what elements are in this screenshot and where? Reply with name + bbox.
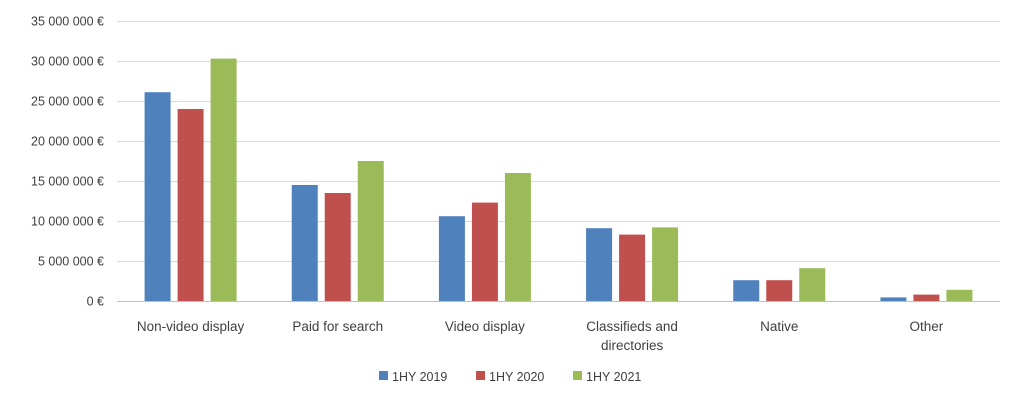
y-tick-label: 10 000 000 € [31, 215, 104, 229]
x-category-label-line: Native [760, 319, 798, 334]
x-category-label: Paid for search [292, 319, 383, 334]
x-category-label-line: Non-video display [137, 319, 245, 334]
legend-swatch [476, 371, 485, 380]
y-axis-tick-labels: 0 € 5 000 000 € 10 000 000 € 15 000 000 € 20… [31, 15, 104, 309]
y-tick-label: 30 000 000 € [31, 55, 104, 69]
bar [913, 294, 940, 301]
bar [946, 289, 973, 301]
y-tick-label: 5 000 000 € [38, 255, 104, 269]
y-tick-label: 20 000 000 € [31, 135, 104, 149]
legend-label: 1HY 2021 [586, 370, 641, 384]
x-category-label-line: Other [910, 319, 944, 334]
bars [144, 58, 973, 301]
legend-label: 1HY 2019 [392, 370, 447, 384]
bar [733, 280, 760, 301]
bar [504, 173, 531, 301]
bar [619, 234, 646, 301]
y-tick-label: 0 € [87, 295, 104, 309]
gridlines [117, 21, 1000, 262]
bar [438, 216, 465, 301]
bar [291, 185, 318, 301]
bar [880, 297, 907, 301]
x-axis-category-labels: Non-video display Paid for search Video di… [137, 319, 944, 353]
bar [652, 227, 679, 301]
x-category-label-line: Classifieds and [586, 319, 678, 334]
bar [766, 280, 793, 301]
bar [324, 193, 351, 301]
y-tick-label: 15 000 000 € [31, 175, 104, 189]
bar [799, 268, 826, 301]
bar [177, 109, 204, 301]
x-category-label-line: Paid for search [292, 319, 383, 334]
x-category-label: Other [910, 319, 944, 334]
bar [357, 161, 384, 301]
x-category-label-line: Video display [445, 319, 525, 334]
legend-swatch [573, 371, 582, 380]
x-category-label: Video display [445, 319, 525, 334]
x-category-label: Native [760, 319, 798, 334]
x-category-label: Classifieds and directories [586, 319, 678, 353]
legend: 1HY 2019 1HY 2020 1HY 2021 [379, 370, 641, 384]
y-tick-label: 25 000 000 € [31, 95, 104, 109]
bar [586, 228, 613, 301]
x-category-label: Non-video display [137, 319, 245, 334]
legend-swatch [379, 371, 388, 380]
bar [210, 58, 237, 301]
x-category-label-line: directories [601, 338, 664, 353]
legend-label: 1HY 2020 [489, 370, 544, 384]
bar [471, 202, 498, 301]
y-tick-label: 35 000 000 € [31, 15, 104, 29]
bar [144, 92, 171, 301]
